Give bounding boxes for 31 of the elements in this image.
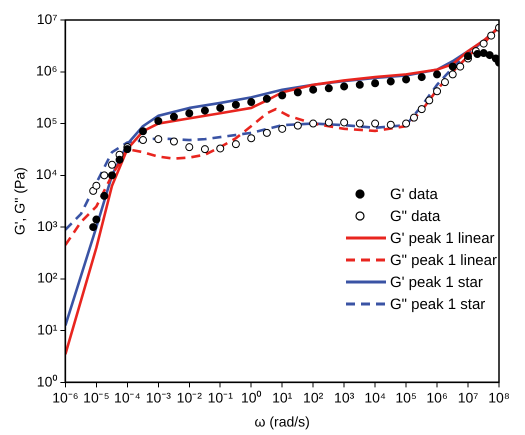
legend-label: G" peak 1 linear: [390, 252, 497, 268]
legend-label: G' peak 1 linear: [390, 230, 495, 246]
x-tick-label: 10⁶: [426, 390, 448, 406]
x-tick-label: 10⁸: [488, 390, 510, 406]
y-tick-label: 10⁷: [36, 10, 58, 27]
y-tick-label: 10⁶: [36, 62, 58, 79]
y-tick-label: 10⁰: [36, 373, 58, 390]
legend-label: G" data: [390, 208, 440, 224]
x-tick-label: 10⁷: [458, 390, 478, 406]
x-tick-label: 10⁻⁶: [52, 390, 79, 406]
x-axis-title: ω (rad/s): [254, 413, 310, 430]
y-tick-label: 10⁴: [36, 166, 58, 182]
x-tick-label: 10⁻⁴: [114, 390, 141, 406]
legend-label: G' data: [390, 186, 438, 202]
x-tick-label: 10⁻⁵: [83, 390, 110, 406]
x-tick-label: 10⁰: [240, 390, 262, 406]
y-tick-label: 10¹: [37, 321, 58, 338]
x-tick-label: 10⁴: [364, 390, 386, 406]
x-tick-label: 10²: [303, 390, 324, 406]
x-tick-label: 10¹: [272, 390, 293, 406]
x-tick-label: 10⁵: [395, 390, 417, 406]
y-tick-label: 10³: [37, 218, 58, 234]
y-axis-title: G', G'' (Pa): [11, 167, 28, 236]
legend-label: G' peak 1 star: [390, 274, 483, 290]
x-tick-label: 10⁻¹: [208, 390, 234, 406]
legend-label: G" peak 1 star: [390, 296, 486, 312]
y-tick-label: 10²: [37, 270, 58, 286]
x-tick-label: 10⁻³: [146, 390, 172, 406]
y-tick-label: 10⁵: [36, 114, 58, 130]
x-tick-label: 10³: [334, 390, 355, 406]
x-tick-label: 10⁻²: [176, 390, 202, 406]
